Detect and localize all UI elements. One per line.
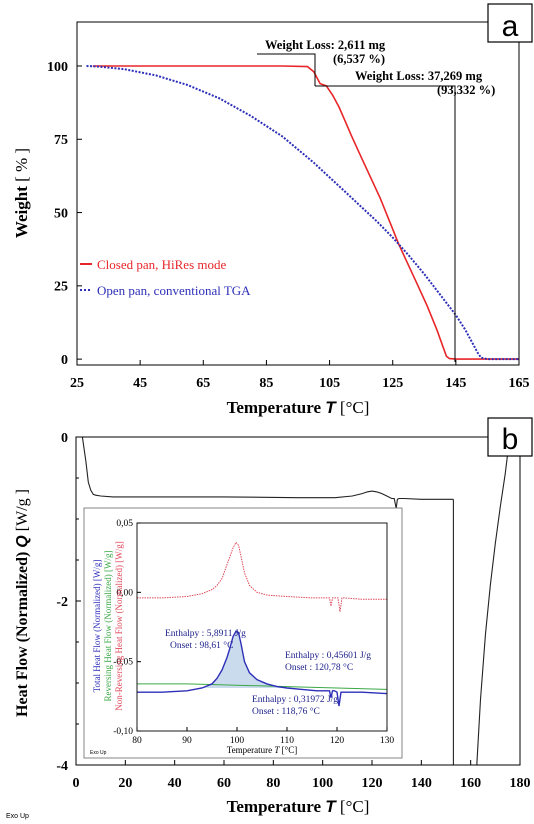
x-tick-label: 125: [382, 376, 403, 391]
inset-ylabel-nonreversing: Non-Reversing Heat Flow (Normalized) [W/…: [114, 541, 124, 710]
panel-a-y-axis-label: Weight [ % ]: [12, 148, 31, 238]
inset-series-reversing-line: [137, 683, 388, 690]
x-tick-label: 100: [312, 776, 333, 791]
weight-loss-step-2-line: [315, 85, 456, 362]
x-tick-label: 105: [319, 376, 340, 391]
series-open-pan-line: [86, 65, 519, 361]
weight-loss-step-1-line: [257, 53, 316, 68]
panel-a-legend: Closed pan, HiRes mode Open pan, convent…: [80, 257, 251, 298]
x-tick-label: 0: [73, 776, 80, 791]
inset-x-axis-label: Temperature T [°C]: [227, 745, 297, 755]
inset-enthalpy-shading: [202, 631, 287, 689]
x-tick-label: 65: [196, 376, 210, 391]
panel-a-letter-box: [487, 3, 533, 43]
inset-annotation-2-enthalpy: Enthalpy : 0,45601 J/g: [285, 651, 371, 661]
inset-x-tick-label: 80: [132, 736, 142, 746]
inset-exo-up-note: Exo Up: [90, 750, 107, 756]
inset-series-nonreversing-line: [137, 541, 387, 612]
x-tick-label: 140: [411, 776, 432, 791]
y-tick-label: -2: [56, 595, 68, 610]
x-tick-label: 60: [217, 776, 231, 791]
panel-a-series: [86, 65, 519, 361]
x-tick-label: 25: [70, 376, 84, 391]
panel-b-exo-up-note: Exo Up: [6, 813, 29, 820]
x-tick-label: 20: [118, 776, 132, 791]
inset-tick-marks: 80 90 100 110 120 130 0,05 0,00 -0,05 -0,10: [113, 519, 394, 746]
series-closed-pan-line: [92, 65, 519, 360]
inset-x-tick-label: 120: [330, 736, 345, 746]
panel-b-letter: b: [502, 423, 519, 456]
x-tick-label: 165: [509, 376, 530, 391]
inset-plot-frame: [136, 522, 388, 732]
panel-b-letter-box: [487, 417, 533, 457]
weight-loss-step-lines: [257, 53, 456, 362]
legend-label-closed-pan: Closed pan, HiRes mode: [97, 257, 226, 272]
inset-annotation-2-onset: Onset : 120,78 °C: [285, 662, 353, 673]
legend-label-open-pan: Open pan, conventional TGA: [97, 283, 251, 298]
inset-enthalpy-area: [202, 631, 287, 689]
inset-ylabel-reversing: Reversing Heat Flow (Normalized) [W/g]: [103, 551, 113, 702]
y-tick-label: 25: [54, 280, 68, 295]
inset-x-tick-label: 110: [280, 736, 294, 746]
x-tick-label: 45: [133, 376, 147, 391]
inset-y-tick-label: 0,05: [116, 519, 133, 529]
inset-annotation-3-enthalpy: Enthalpy : 0,31972 J/g: [252, 695, 338, 705]
x-tick-label: 80: [266, 776, 280, 791]
series-heat-flow-return-line: [476, 436, 511, 766]
panel-b-series: [81, 436, 511, 766]
weight-loss-2-label: Weight Loss: 37,269 mg: [355, 69, 483, 83]
weight-loss-1-percent: (6,537 %): [333, 52, 385, 66]
inset-ylabel-total: Total Heat Flow (Normalized) [W/g]: [92, 560, 102, 693]
inset-series-total-line: [137, 630, 388, 707]
inset-y-tick-label: -0,05: [113, 658, 133, 668]
y-tick-label: 0: [61, 353, 68, 368]
panel-b-inset: 80 90 100 110 120 130 0,05 0,00 -0,05 -0,10 Total…: [83, 507, 403, 759]
panel-b-y-axis-label: Heat Flow (Normalized) Q [W/g ]: [14, 489, 31, 717]
inset-y-tick-label: -0,10: [113, 727, 133, 737]
y-tick-label: -4: [56, 759, 68, 774]
x-tick-label: 40: [168, 776, 182, 791]
series-heat-flow-line: [81, 436, 454, 509]
panel-a-letter: a: [502, 10, 519, 43]
y-tick-label: 50: [54, 206, 68, 221]
inset-x-tick-label: 130: [380, 736, 395, 746]
panel-b-x-axis-label: Temperature T [°C]: [227, 797, 370, 816]
panel-b: 0 20 40 60 80 100 120 140 160 180 0 -2 -4 b Heat Flo…: [6, 417, 533, 820]
panel-b-plot-frame: [75, 436, 521, 766]
weight-loss-1-label: Weight Loss: 2,611 mg: [265, 38, 386, 52]
x-tick-label: 85: [259, 376, 273, 391]
x-tick-label: 120: [362, 776, 383, 791]
y-tick-label: 0: [61, 431, 68, 446]
panel-a-x-axis-label: Temperature T [°C]: [227, 398, 370, 417]
inset-x-tick-label: 90: [182, 736, 192, 746]
inset-annotation-1-onset: Onset : 98,61 °C: [170, 640, 233, 651]
inset-y-tick-label: 0,00: [116, 588, 133, 598]
panel-b-tick-marks: 0 20 40 60 80 100 120 140 160 180 0 -2 -4: [56, 431, 530, 791]
y-tick-label: 100: [47, 60, 68, 75]
inset-annotation-3-onset: Onset : 118,76 °C: [252, 706, 320, 717]
panel-a-plot-frame: [76, 21, 520, 366]
x-tick-label: 145: [445, 376, 466, 391]
y-tick-label: 75: [54, 133, 68, 148]
inset-series: [137, 541, 388, 707]
weight-loss-2-percent: (93,332 %): [437, 83, 495, 97]
x-tick-label: 180: [510, 776, 531, 791]
inset-x-tick-label: 100: [230, 736, 245, 746]
x-tick-label: 160: [460, 776, 481, 791]
inset-annotation-1-enthalpy: Enthalpy : 5,8911 J/g: [165, 629, 246, 639]
